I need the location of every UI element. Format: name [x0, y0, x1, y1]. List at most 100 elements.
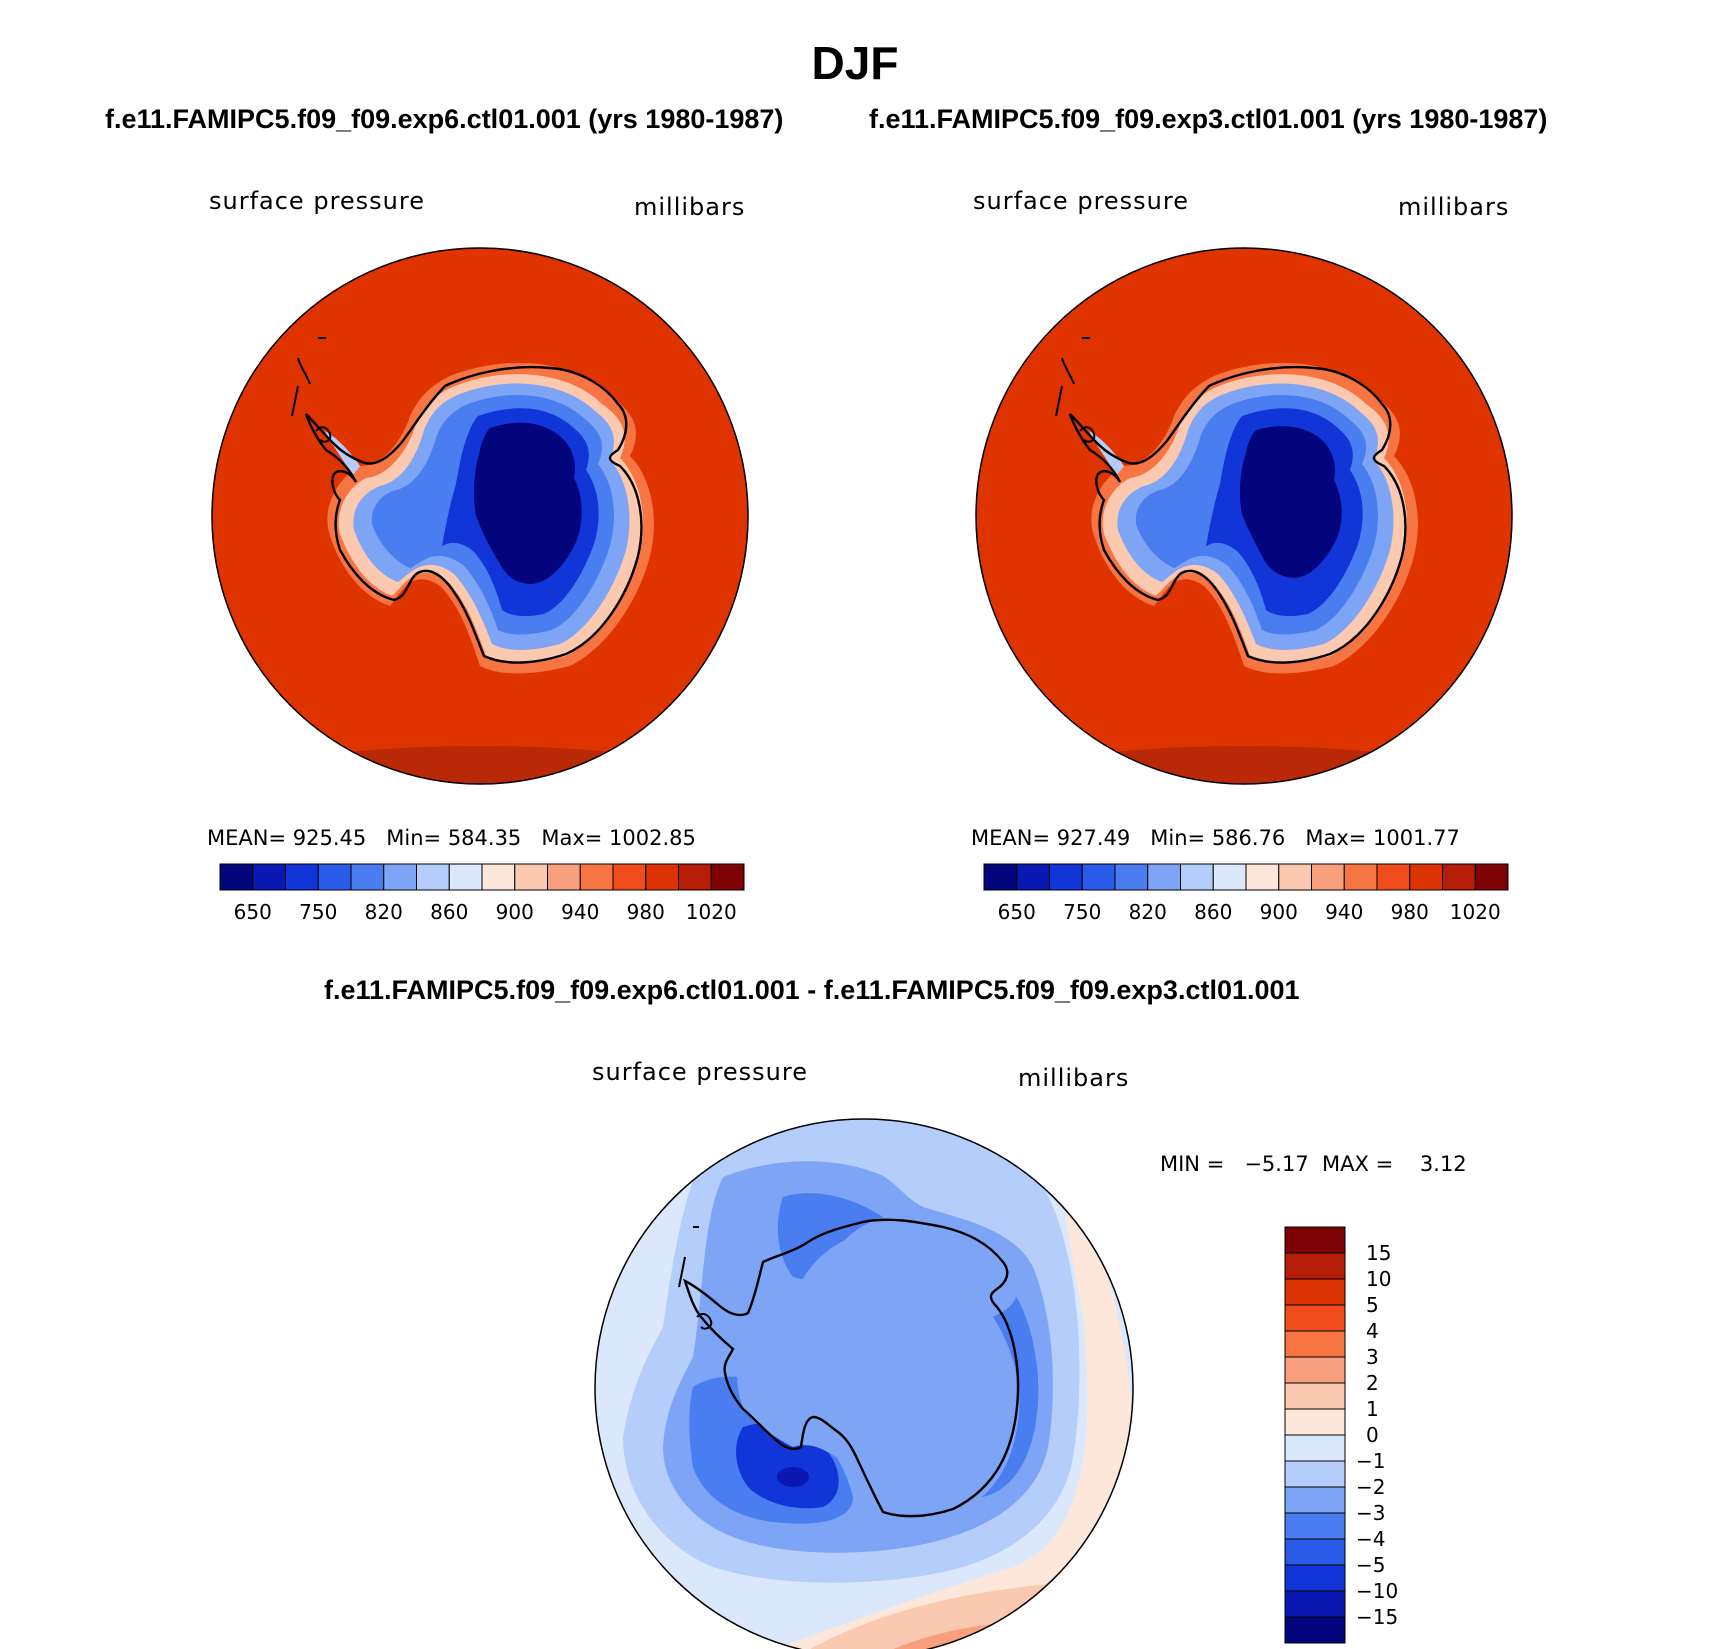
colorbar-swatch — [448, 863, 483, 891]
colorbar-tick-label: −2 — [1356, 1475, 1386, 1499]
colorbar-swatch — [983, 863, 1018, 891]
colorbar-swatch — [1284, 1512, 1346, 1540]
colorbar-tick-label: 2 — [1366, 1371, 1379, 1395]
colorbar-tick-label: 860 — [430, 900, 469, 924]
colorbar-tick-label: 1020 — [685, 900, 737, 924]
panel-left-stats: MEAN= 925.45 Min= 584.35 Max= 1002.85 — [207, 826, 696, 850]
mean-label: MEAN= — [207, 826, 287, 850]
colorbar-swatch — [1284, 1564, 1346, 1592]
panel-left-units: millibars — [634, 193, 746, 221]
colorbar-swatch — [612, 863, 647, 891]
map-left — [211, 247, 749, 785]
colorbar-swatch — [1284, 1278, 1346, 1306]
colorbar-tick-label: 650 — [233, 900, 272, 924]
colorbar-swatch — [514, 863, 548, 891]
map-difference — [594, 1118, 1134, 1649]
colorbar-tick-label: 15 — [1366, 1241, 1392, 1265]
colorbar-swatch — [645, 863, 679, 891]
colorbar-swatch — [1284, 1252, 1346, 1280]
colorbar-swatch — [678, 863, 712, 891]
colorbar-swatch — [481, 863, 516, 891]
colorbar-swatch — [1284, 1434, 1346, 1462]
colorbar-swatch — [1081, 863, 1116, 891]
difference-title: f.e11.FAMIPC5.f09_f09.exp6.ctl01.001 - f… — [324, 975, 1300, 1005]
colorbar-right — [983, 863, 1509, 891]
colorbar-swatch — [219, 863, 254, 891]
colorbar-tick-label: 4 — [1366, 1319, 1379, 1343]
max-label: Max= — [541, 826, 603, 850]
colorbar-swatch — [1284, 1486, 1346, 1514]
colorbar-tick-label: −1 — [1356, 1449, 1386, 1473]
min-label: Min= — [1150, 826, 1206, 850]
colorbar-swatch — [383, 863, 417, 891]
mean-label: MEAN= — [971, 826, 1051, 850]
colorbar-swatch — [1474, 863, 1509, 891]
colorbar-swatch — [1376, 863, 1411, 891]
colorbar-tick-label: 860 — [1194, 900, 1233, 924]
colorbar-tick-label: 750 — [1063, 900, 1102, 924]
colorbar-tick-label: 5 — [1366, 1293, 1379, 1317]
colorbar-swatch — [1016, 863, 1050, 891]
colorbar-tick-label: −10 — [1356, 1579, 1399, 1603]
ice-level-4 — [1239, 426, 1342, 578]
colorbar-tick-label: 1 — [1366, 1397, 1379, 1421]
colorbar-right-ticks: 650 750 820 860 900 940 980 1020 — [984, 900, 1508, 926]
panel-left-variable: surface pressure — [209, 187, 425, 215]
colorbar-tick-label: 3 — [1366, 1345, 1379, 1369]
colorbar-tick-label: 900 — [1259, 900, 1298, 924]
colorbar-swatch — [1284, 1616, 1346, 1644]
figure-title: DJF — [811, 37, 899, 89]
difference-variable: surface pressure — [592, 1058, 808, 1086]
colorbar-swatch — [1409, 863, 1443, 891]
colorbar-swatch — [1114, 863, 1149, 891]
colorbar-swatch — [1245, 863, 1280, 891]
colorbar-difference — [1284, 1226, 1346, 1644]
mean-value: 927.49 — [1056, 826, 1131, 850]
colorbar-swatch — [1311, 863, 1345, 891]
colorbar-swatch — [1284, 1408, 1346, 1436]
colorbar-swatch — [416, 863, 450, 891]
colorbar-swatch — [1278, 863, 1312, 891]
colorbar-swatch — [1284, 1460, 1346, 1488]
max-value: 1001.77 — [1373, 826, 1460, 850]
colorbar-tick-label: −15 — [1356, 1605, 1399, 1629]
panel-right-variable: surface pressure — [973, 187, 1189, 215]
colorbar-tick-label: −5 — [1356, 1553, 1386, 1577]
panel-right-stats: MEAN= 927.49 Min= 586.76 Max= 1001.77 — [971, 826, 1460, 850]
colorbar-tick-label: 650 — [997, 900, 1036, 924]
colorbar-swatch — [1049, 863, 1083, 891]
colorbar-swatch — [1212, 863, 1247, 891]
colorbar-tick-label: 1020 — [1449, 900, 1501, 924]
colorbar-tick-label: 820 — [364, 900, 403, 924]
panel-right-title: f.e11.FAMIPC5.f09_f09.exp3.ctl01.001 (yr… — [869, 104, 1548, 134]
min-value: 586.76 — [1211, 826, 1286, 850]
colorbar-tick-label: 980 — [626, 900, 665, 924]
ice-level-4 — [473, 422, 582, 584]
colorbar-swatch — [1284, 1538, 1346, 1566]
min-value: −5.17 — [1244, 1152, 1309, 1176]
mean-value: 925.45 — [292, 826, 367, 850]
panel-left-title: f.e11.FAMIPC5.f09_f09.exp6.ctl01.001 (yr… — [105, 104, 784, 134]
colorbar-swatch — [1180, 863, 1214, 891]
colorbar-difference-ticks: 15 10 5 4 3 2 1 0 −1 −2 −3 −4 −5 −10 −15 — [1356, 1226, 1476, 1644]
max-label: Max= — [1305, 826, 1367, 850]
colorbar-swatch — [1343, 863, 1378, 891]
colorbar-swatch — [579, 863, 614, 891]
colorbar-swatch — [1284, 1330, 1346, 1358]
colorbar-tick-label: 940 — [1325, 900, 1364, 924]
colorbar-swatch — [252, 863, 286, 891]
max-label: MAX = — [1322, 1152, 1394, 1176]
colorbar-tick-label: 940 — [561, 900, 600, 924]
colorbar-tick-label: 10 — [1366, 1267, 1392, 1291]
colorbar-left — [219, 863, 745, 891]
colorbar-tick-label: 820 — [1128, 900, 1167, 924]
colorbar-tick-label: −4 — [1356, 1527, 1386, 1551]
min-value: 584.35 — [447, 826, 522, 850]
panel-right-units: millibars — [1398, 193, 1510, 221]
colorbar-left-ticks: 650 750 820 860 900 940 980 1020 — [220, 900, 744, 926]
colorbar-tick-label: 0 — [1366, 1423, 1379, 1447]
min-label: Min= — [386, 826, 442, 850]
colorbar-swatch — [547, 863, 581, 891]
min-label: MIN = — [1160, 1152, 1225, 1176]
colorbar-swatch — [285, 863, 319, 891]
